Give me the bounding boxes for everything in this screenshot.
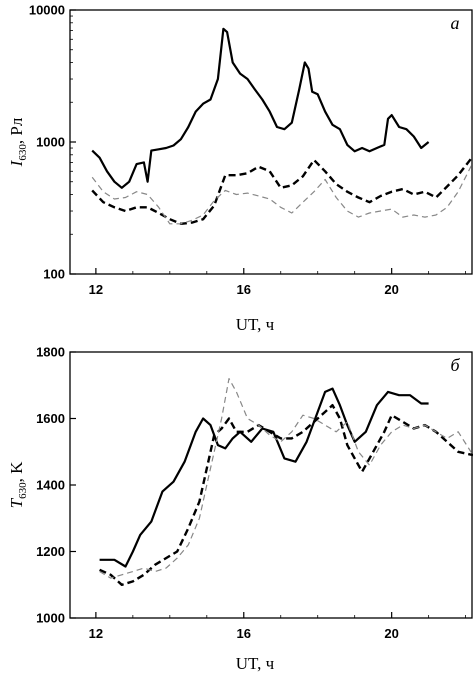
x-axis-title: UT, ч [236,654,275,673]
y-tick-label: 1200 [36,544,65,559]
y-tick-label: 100 [43,267,65,282]
series-line-thin-dashed [99,378,473,579]
chart-panel-0: 100 1000 10000 12 16 20 UT, ч I630, Рл а [7,3,473,334]
y-tick-label: 1000 [36,135,65,150]
y-tick-label: 1600 [36,411,65,426]
x-tick-label: 20 [384,282,398,297]
y-axis-title: I630, Рл [7,117,29,167]
y-tick-label: 10000 [29,3,65,18]
series-line-solid [99,387,429,568]
series-line-solid [91,27,430,189]
panel-letter: б [450,355,460,375]
x-tick-label: 12 [89,282,103,297]
plot-frame [69,351,473,619]
y-tick-label: 1800 [36,345,65,360]
series-line-dashed [91,155,473,225]
y-tick-label: 1400 [36,478,65,493]
panel-letter: а [451,13,460,33]
series-line-thin-dashed [91,162,473,225]
series-line-dashed [99,404,473,586]
x-axis-title: UT, ч [236,315,275,334]
x-tick-label: 16 [237,282,251,297]
plot-frame [69,9,473,275]
y-axis-title: T630, K [7,461,29,508]
chart-panel-1: 1000 1200 1400 1600 1800 12 16 20 UT, ч T630, K б [7,345,473,673]
x-tick-label: 16 [237,626,251,641]
y-tick-label: 1000 [36,611,65,626]
x-tick-label: 12 [89,626,103,641]
x-tick-label: 20 [384,626,398,641]
